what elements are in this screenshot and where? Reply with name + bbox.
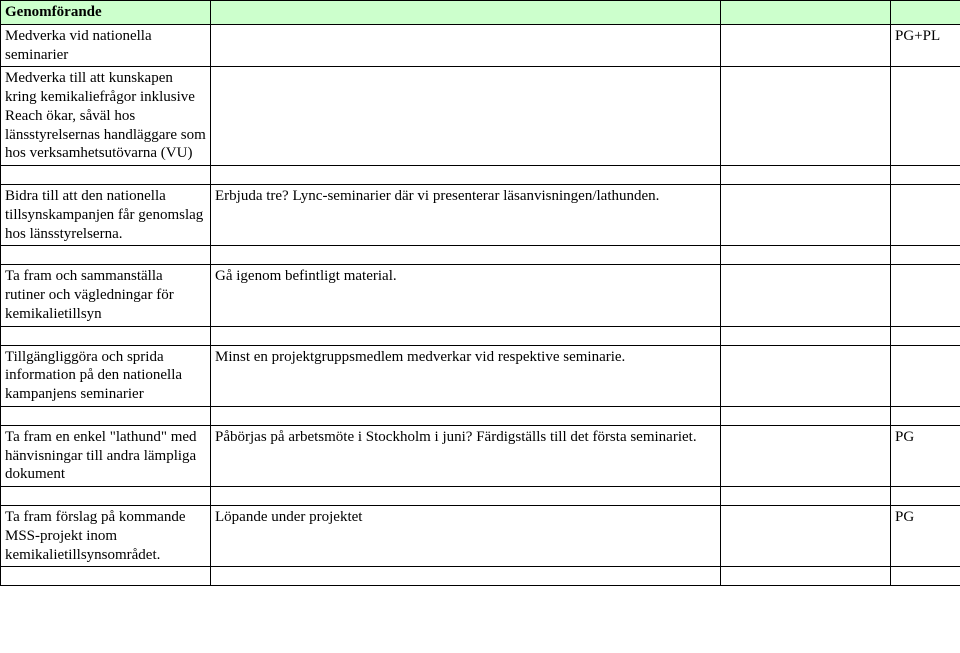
cell-text: Tillgängliggöra och sprida information p… (5, 349, 182, 403)
cell-responsible (891, 265, 960, 326)
table-row: Ta fram förslag på kommande MSS-projekt … (1, 506, 960, 567)
cell-col3 (721, 265, 891, 326)
cell-text: Ta fram förslag på kommande MSS-projekt … (5, 509, 186, 563)
spacer-cell (721, 166, 891, 185)
cell-responsible (891, 67, 960, 166)
cell-text: Löpande under projektet (215, 509, 362, 525)
cell-text: Påbörjas på arbetsmöte i Stockholm i jun… (215, 429, 697, 445)
spacer-cell (211, 166, 721, 185)
spacer-cell (891, 326, 960, 345)
cell-col3 (721, 24, 891, 67)
cell-responsible (891, 185, 960, 246)
cell-text: Medverka vid nationella seminarier (5, 28, 152, 63)
spacer-cell (891, 567, 960, 586)
cell-text: Bidra till att den nationella tillsynska… (5, 188, 203, 242)
spacer-cell (1, 567, 211, 586)
cell-responsible: PG (891, 506, 960, 567)
cell-activity: Tillgängliggöra och sprida information p… (1, 345, 211, 406)
cell-col3 (721, 506, 891, 567)
table-row: Tillgängliggöra och sprida information p… (1, 345, 960, 406)
cell-responsible: PG+PL (891, 24, 960, 67)
spacer-cell (721, 487, 891, 506)
cell-text: Erbjuda tre? Lync-seminarier där vi pres… (215, 188, 659, 204)
cell-activity: Bidra till att den nationella tillsynska… (1, 185, 211, 246)
cell-description: Påbörjas på arbetsmöte i Stockholm i jun… (211, 425, 721, 486)
cell-activity: Ta fram förslag på kommande MSS-projekt … (1, 506, 211, 567)
spacer-row (1, 406, 960, 425)
spacer-row (1, 166, 960, 185)
header-title: Genomförande (5, 4, 102, 20)
spacer-cell (1, 246, 211, 265)
table-header-row: Genomförande (1, 1, 960, 25)
spacer-cell (1, 326, 211, 345)
spacer-cell (1, 166, 211, 185)
spacer-cell (721, 567, 891, 586)
spacer-cell (211, 406, 721, 425)
cell-description: Gå igenom befintligt material. (211, 265, 721, 326)
spacer-cell (721, 406, 891, 425)
cell-text: Minst en projektgruppsmedlem medverkar v… (215, 349, 625, 365)
spacer-cell (721, 246, 891, 265)
spacer-row (1, 246, 960, 265)
spacer-cell (211, 246, 721, 265)
cell-description (211, 24, 721, 67)
spacer-cell (211, 326, 721, 345)
cell-activity: Medverka till att kunskapen kring kemika… (1, 67, 211, 166)
header-cell-2 (211, 1, 721, 25)
header-cell-4 (891, 1, 960, 25)
spacer-cell (211, 487, 721, 506)
spacer-cell (1, 406, 211, 425)
cell-col3 (721, 185, 891, 246)
spacer-row (1, 326, 960, 345)
spacer-cell (721, 326, 891, 345)
spacer-cell (211, 567, 721, 586)
cell-activity: Ta fram en enkel "lathund" med hänvisnin… (1, 425, 211, 486)
table-row: Bidra till att den nationella tillsynska… (1, 185, 960, 246)
cell-text: PG+PL (895, 28, 940, 44)
spacer-cell (891, 166, 960, 185)
cell-activity: Medverka vid nationella seminarier (1, 24, 211, 67)
table-row: Ta fram en enkel "lathund" med hänvisnin… (1, 425, 960, 486)
cell-col3 (721, 67, 891, 166)
spacer-row (1, 487, 960, 506)
cell-text: Gå igenom befintligt material. (215, 268, 397, 284)
cell-description: Minst en projektgruppsmedlem medverkar v… (211, 345, 721, 406)
spacer-cell (891, 487, 960, 506)
table-row: Medverka till att kunskapen kring kemika… (1, 67, 960, 166)
cell-col3 (721, 425, 891, 486)
cell-text: Ta fram och sammanställa rutiner och väg… (5, 268, 174, 322)
spacer-cell (891, 406, 960, 425)
cell-description: Löpande under projektet (211, 506, 721, 567)
cell-col3 (721, 345, 891, 406)
table-row: Ta fram och sammanställa rutiner och väg… (1, 265, 960, 326)
spacer-cell (891, 246, 960, 265)
spacer-cell (1, 487, 211, 506)
plan-table: Genomförande Medverka vid nationella sem… (0, 0, 960, 586)
cell-responsible (891, 345, 960, 406)
cell-description (211, 67, 721, 166)
table-row: Medverka vid nationella seminarier PG+PL (1, 24, 960, 67)
header-cell-3 (721, 1, 891, 25)
cell-text: Ta fram en enkel "lathund" med hänvisnin… (5, 429, 197, 483)
cell-activity: Ta fram och sammanställa rutiner och väg… (1, 265, 211, 326)
cell-text: PG (895, 429, 914, 445)
cell-responsible: PG (891, 425, 960, 486)
header-title-cell: Genomförande (1, 1, 211, 25)
cell-text: PG (895, 509, 914, 525)
cell-description: Erbjuda tre? Lync-seminarier där vi pres… (211, 185, 721, 246)
cell-text: Medverka till att kunskapen kring kemika… (5, 70, 206, 161)
spacer-row (1, 567, 960, 586)
